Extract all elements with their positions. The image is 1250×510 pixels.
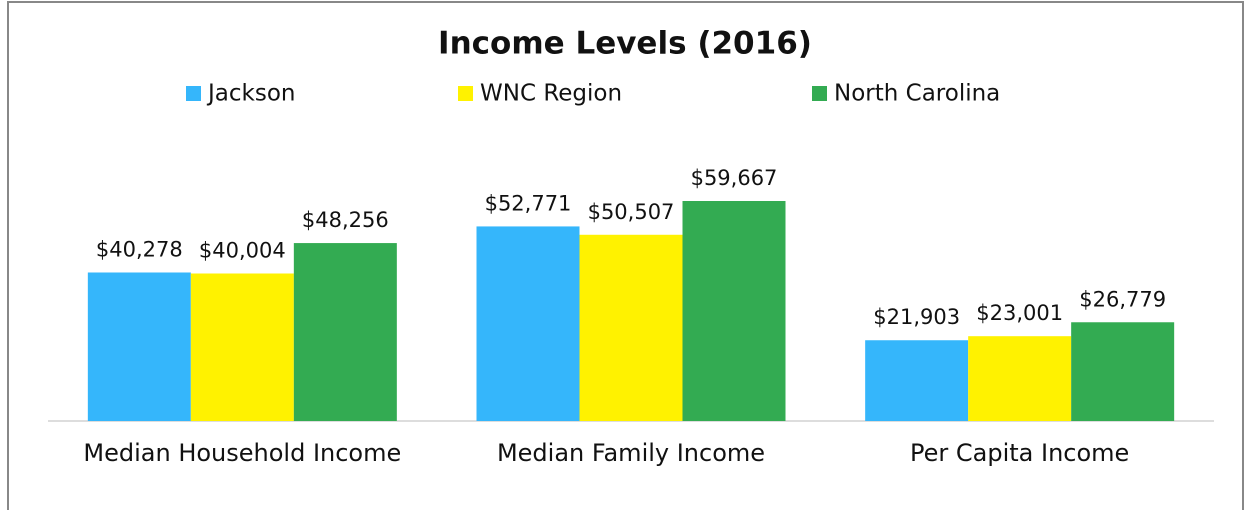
legend-label: Jackson — [206, 81, 295, 107]
bar — [87, 272, 191, 421]
legend-swatch — [458, 86, 473, 101]
bar — [865, 340, 969, 421]
x-tick-label: Per Capita Income — [910, 439, 1130, 467]
bar — [190, 273, 294, 421]
bar — [579, 234, 683, 421]
data-label: $52,771 — [485, 191, 572, 215]
data-label: $48,256 — [302, 208, 389, 232]
bar — [682, 201, 786, 421]
x-tick-label: Median Household Income — [83, 439, 402, 467]
data-label: $50,507 — [588, 200, 675, 224]
bar — [1071, 322, 1175, 421]
frame — [7, 1, 1244, 510]
data-label: $23,001 — [976, 301, 1063, 325]
legend-swatch — [186, 86, 201, 101]
chart-title: Income Levels (2016) — [438, 26, 812, 62]
legend-label: WNC Region — [480, 81, 622, 107]
data-label: $21,903 — [873, 305, 960, 329]
data-label: $40,004 — [199, 239, 286, 263]
bar — [968, 336, 1072, 421]
data-label: $59,667 — [691, 166, 778, 190]
x-tick-label: Median Family Income — [496, 439, 766, 467]
data-label: $26,779 — [1079, 287, 1166, 311]
legend-label: North Carolina — [834, 81, 1000, 107]
legend-swatch — [812, 86, 827, 101]
data-label: $40,278 — [96, 237, 183, 261]
bar — [476, 226, 580, 421]
bar — [293, 243, 397, 421]
